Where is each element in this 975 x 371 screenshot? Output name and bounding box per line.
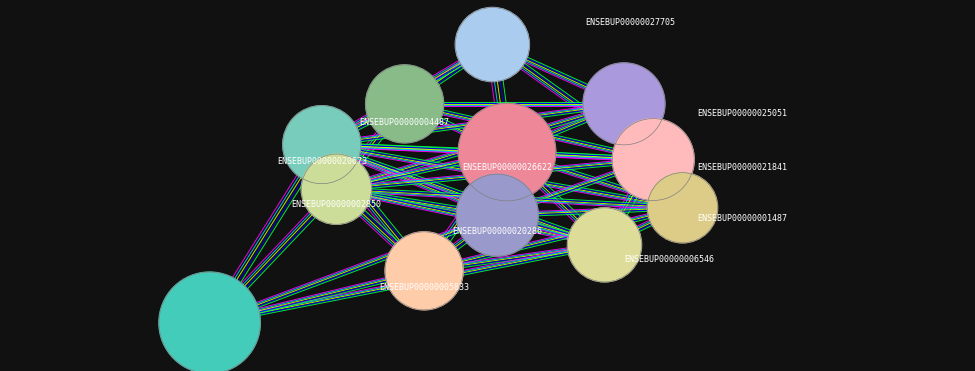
Text: ENSEBUP00000025051: ENSEBUP00000025051 <box>697 109 787 118</box>
Ellipse shape <box>366 65 444 143</box>
Text: ENSEBUP00000020673: ENSEBUP00000020673 <box>277 157 367 166</box>
Ellipse shape <box>159 272 260 371</box>
Text: ENSEBUP00000005833: ENSEBUP00000005833 <box>379 283 469 292</box>
Ellipse shape <box>612 119 694 200</box>
Text: ENSEBUP00000021841: ENSEBUP00000021841 <box>697 163 787 172</box>
Ellipse shape <box>567 208 642 282</box>
Text: ENSEBUP00000004487: ENSEBUP00000004487 <box>360 118 449 127</box>
Ellipse shape <box>455 7 529 82</box>
Text: ENSEBUP00000002850: ENSEBUP00000002850 <box>292 200 381 209</box>
Text: ENSEBUP00000020286: ENSEBUP00000020286 <box>452 227 542 236</box>
Ellipse shape <box>583 63 665 145</box>
Ellipse shape <box>283 106 361 184</box>
Ellipse shape <box>647 173 718 243</box>
Text: ENSEBUP00000001487: ENSEBUP00000001487 <box>697 214 787 223</box>
Text: ENSEBUP00000026622: ENSEBUP00000026622 <box>462 163 552 172</box>
Ellipse shape <box>456 174 538 256</box>
Text: ENSEBUP00000006546: ENSEBUP00000006546 <box>624 255 714 264</box>
Ellipse shape <box>385 232 463 310</box>
Ellipse shape <box>301 154 371 224</box>
Text: ENSEBUP00000027705: ENSEBUP00000027705 <box>585 18 675 27</box>
Ellipse shape <box>458 104 556 201</box>
